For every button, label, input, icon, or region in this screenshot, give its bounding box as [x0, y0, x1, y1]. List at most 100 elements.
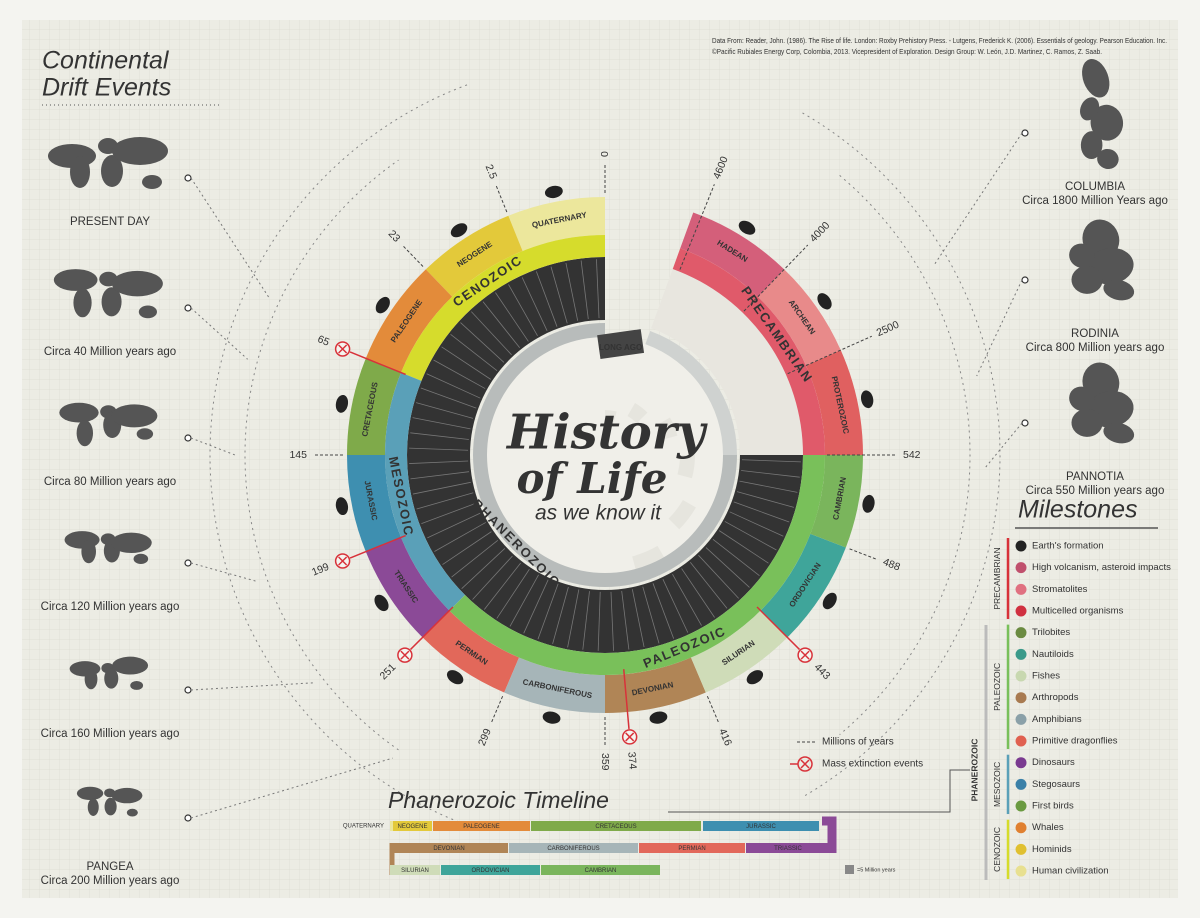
- band-tick: [441, 346, 491, 380]
- start-label: LONG AGO: [599, 343, 642, 352]
- continent-map: [76, 786, 143, 817]
- landmass: [1080, 131, 1103, 160]
- band-tick: [460, 322, 505, 363]
- landmass: [133, 553, 149, 564]
- band-tick: [698, 554, 739, 599]
- milestone-dot: [1015, 865, 1027, 877]
- landmass: [84, 668, 98, 690]
- timeline-bar: [390, 865, 440, 875]
- extinction-line: [349, 351, 406, 376]
- timeline-label: ORDOVICIAN: [471, 868, 509, 874]
- band-tick: [434, 522, 486, 552]
- map-label: Circa 120 Million years ago: [41, 601, 180, 613]
- band-tick: [461, 548, 506, 589]
- landmass: [1103, 279, 1135, 301]
- band-tick: [482, 301, 521, 349]
- band-tick: [442, 531, 492, 565]
- landmass: [104, 797, 117, 816]
- band-tick: [508, 284, 538, 336]
- band-tick: [621, 590, 630, 650]
- start-box: [597, 329, 645, 360]
- connector: [190, 562, 258, 583]
- band-tick: [523, 579, 549, 634]
- band-tick: [426, 373, 481, 399]
- milestone-label: Multicelled organisms: [1032, 606, 1124, 617]
- band-tick: [495, 292, 529, 342]
- connector-dot: [184, 434, 192, 442]
- silhouette: [542, 711, 561, 724]
- map-label: Circa 550 Million years ago: [1026, 485, 1165, 497]
- band-tick: [416, 492, 474, 510]
- milestone-dot: [1015, 605, 1027, 617]
- map-label: Circa 160 Million years ago: [41, 728, 180, 740]
- band-tick: [652, 583, 675, 639]
- credit-line: ©Pacific Rubiales Energy Corp, Colombia,…: [712, 47, 1102, 56]
- continent-map: [69, 656, 149, 690]
- band-tick: [733, 501, 790, 523]
- silhouette: [738, 220, 756, 235]
- connector-dot: [1021, 419, 1029, 427]
- period-sector: [504, 657, 605, 713]
- timeline-bar: [703, 821, 819, 831]
- eon-ring: [645, 330, 737, 455]
- landmass: [70, 156, 90, 188]
- silhouette: [450, 223, 468, 238]
- era-band: [385, 372, 465, 611]
- timeline-turn: [822, 816, 837, 853]
- connector-dot: [184, 814, 192, 822]
- landmass: [111, 787, 143, 804]
- band-tick: [642, 586, 660, 644]
- timeline-bar: [390, 821, 393, 831]
- continent-map: [59, 402, 158, 447]
- extinction-label: 65: [316, 333, 331, 349]
- legend-label: Mass extinction events: [822, 759, 923, 770]
- year-label: 542: [903, 449, 921, 461]
- milestone-dot: [1015, 648, 1027, 660]
- period-sector: [347, 358, 402, 455]
- band-tick: [719, 530, 769, 564]
- band-tick: [739, 480, 798, 493]
- timeline-bar: [531, 821, 701, 831]
- timeline-label: PALEOGENE: [463, 824, 500, 830]
- band-tick: [535, 271, 558, 327]
- connector: [190, 682, 314, 691]
- silhouette: [746, 670, 764, 685]
- silhouette: [860, 390, 874, 409]
- era-band: [401, 234, 605, 381]
- credit-line: Data From: Reader, John. (1986). The Ris…: [712, 36, 1167, 45]
- milestone-dot: [1015, 627, 1027, 639]
- band-tick: [681, 568, 715, 618]
- milestone-label: Nautiloids: [1032, 649, 1074, 660]
- core-checker: [677, 455, 695, 479]
- connector: [190, 177, 271, 299]
- extinction-cross: [338, 556, 348, 566]
- landmass: [138, 305, 157, 319]
- silhouette: [817, 293, 832, 310]
- era-band: [672, 248, 825, 455]
- wheel-title: of Life: [517, 454, 668, 503]
- wheel-core: [487, 337, 723, 573]
- map-label: RODINIA: [1071, 328, 1119, 340]
- milestone-label: Human civilization: [1032, 866, 1109, 877]
- band-tick: [631, 589, 645, 648]
- group-label: MESOZOIC: [992, 762, 1002, 807]
- band-tick: [409, 460, 469, 464]
- milestone-label: Stromatolites: [1032, 584, 1088, 595]
- period-sector: [805, 350, 863, 455]
- landmass: [1080, 97, 1100, 121]
- timeline-bar: [441, 865, 540, 875]
- milestone-label: First birds: [1032, 801, 1074, 812]
- timeline-label: SILURIAN: [401, 868, 429, 874]
- period-sector: [680, 212, 785, 297]
- milestone-dot: [1015, 713, 1027, 725]
- milestone-dot: [1015, 822, 1027, 834]
- period-sector: [757, 269, 841, 366]
- connector-dot: [184, 686, 192, 694]
- band-tick: [472, 555, 513, 600]
- group-label: CENOZOIC: [992, 827, 1002, 872]
- map-label: COLUMBIA: [1065, 181, 1125, 193]
- period-sector: [365, 537, 450, 638]
- silhouette: [374, 594, 389, 612]
- landmass: [112, 656, 149, 675]
- map-label: Circa 200 Million years ago: [41, 875, 180, 887]
